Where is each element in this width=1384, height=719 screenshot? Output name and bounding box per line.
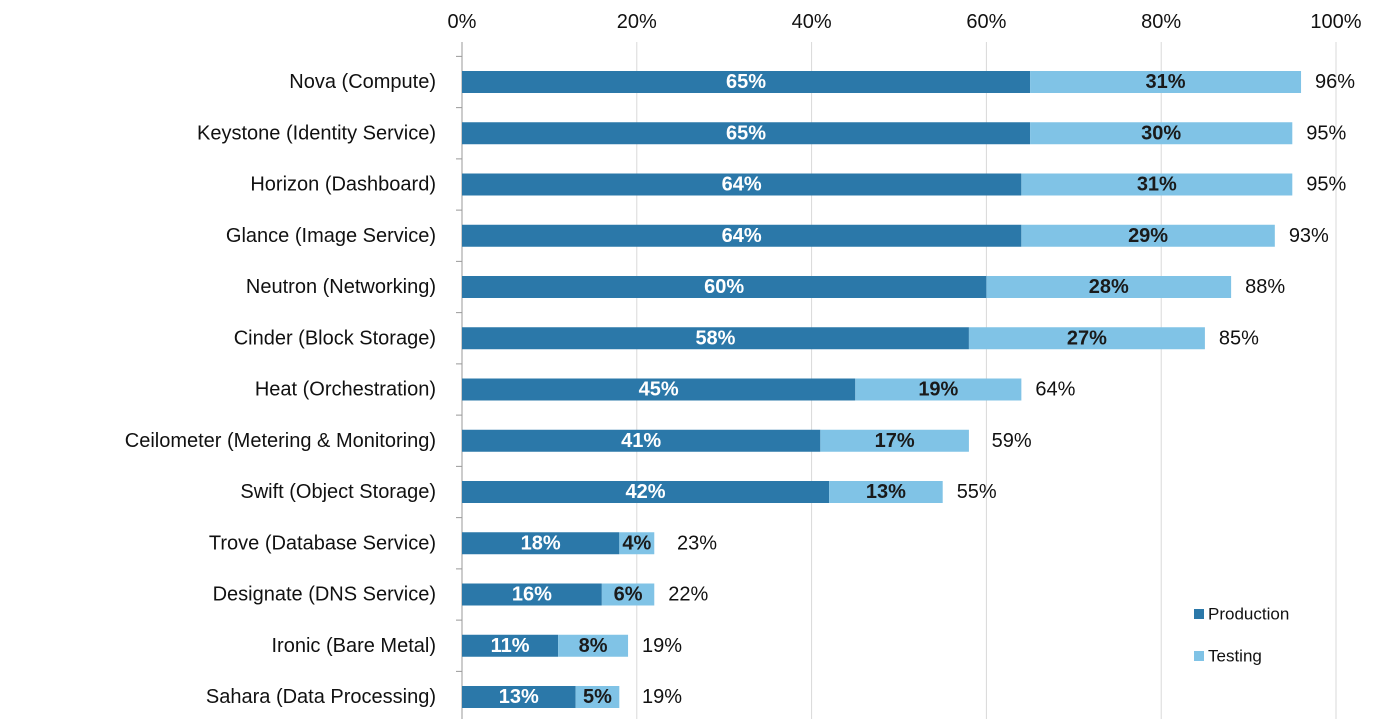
bar-segment	[462, 122, 1031, 145]
segment-label: 45%	[639, 379, 679, 401]
segment-label: 13%	[866, 481, 906, 503]
total-label: 85%	[1219, 327, 1259, 349]
total-label: 19%	[642, 686, 682, 708]
category-label: Keystone (Identity Service)	[197, 122, 436, 144]
bar-segment	[462, 327, 969, 350]
x-tick-label: 20%	[617, 11, 657, 33]
segment-label: 16%	[512, 584, 552, 606]
bar-segment	[1021, 173, 1293, 196]
legend-swatch	[1194, 651, 1204, 661]
segment-label: 13%	[499, 686, 539, 708]
segment-label: 5%	[583, 686, 612, 708]
legend-label: Production	[1208, 605, 1289, 624]
bar-segment	[820, 429, 969, 452]
bar-segment	[855, 378, 1022, 401]
x-tick-label: 40%	[792, 11, 832, 33]
total-label: 93%	[1289, 225, 1329, 247]
x-tick-label: 100%	[1310, 11, 1361, 33]
segment-label: 64%	[722, 174, 762, 196]
bar-segment	[575, 686, 620, 708]
segment-label: 31%	[1137, 174, 1177, 196]
segment-label: 65%	[726, 122, 766, 144]
segment-label: 31%	[1146, 71, 1186, 93]
segment-label: 18%	[521, 532, 561, 554]
segment-label: 65%	[726, 71, 766, 93]
category-label: Horizon (Dashboard)	[250, 174, 436, 196]
segment-label: 28%	[1089, 276, 1129, 298]
category-label: Neutron (Networking)	[246, 276, 436, 298]
bar-segment	[462, 378, 856, 401]
segment-label: 41%	[621, 430, 661, 452]
bar-segment	[462, 481, 830, 503]
segment-label: 8%	[579, 635, 608, 657]
category-label: Nova (Compute)	[289, 71, 436, 93]
bar-segment	[462, 173, 1022, 196]
segment-label: 58%	[695, 327, 735, 349]
bar-segment	[462, 583, 602, 606]
bar-segment	[558, 634, 629, 657]
legend-label: Testing	[1208, 647, 1262, 666]
bar-segment	[462, 276, 987, 298]
segment-label: 27%	[1067, 327, 1107, 349]
x-tick-label: 0%	[448, 11, 477, 33]
bar-segment	[462, 224, 1022, 247]
category-label: Designate (DNS Service)	[213, 584, 436, 606]
legend-swatch	[1194, 609, 1204, 619]
bar-segment	[829, 481, 943, 503]
segment-label: 30%	[1141, 122, 1181, 144]
category-label: Ironic (Bare Metal)	[272, 635, 437, 657]
segment-label: 42%	[626, 481, 666, 503]
segment-label: 29%	[1128, 225, 1168, 247]
bar-segment	[619, 532, 655, 555]
segment-label: 6%	[614, 584, 643, 606]
bar-segment	[986, 276, 1232, 298]
x-tick-label: 80%	[1141, 11, 1181, 33]
bar-segment	[462, 634, 559, 657]
total-label: 64%	[1035, 379, 1075, 401]
bar-segment	[462, 686, 576, 708]
bar-segment	[968, 327, 1205, 350]
segment-label: 4%	[622, 532, 651, 554]
segment-label: 64%	[722, 225, 762, 247]
category-label: Glance (Image Service)	[226, 225, 436, 247]
bar-segment	[462, 429, 821, 452]
total-label: 95%	[1306, 122, 1346, 144]
total-label: 55%	[957, 481, 997, 503]
bar-segment	[462, 532, 620, 555]
x-tick-label: 60%	[966, 11, 1006, 33]
category-label: Sahara (Data Processing)	[206, 686, 436, 708]
category-label: Ceilometer (Metering & Monitoring)	[125, 430, 436, 452]
segment-label: 17%	[875, 430, 915, 452]
segment-label: 19%	[918, 379, 958, 401]
total-label: 22%	[668, 584, 708, 606]
total-label: 96%	[1315, 71, 1355, 93]
category-label: Heat (Orchestration)	[255, 379, 436, 401]
bar-segment	[1021, 224, 1275, 247]
total-label: 59%	[992, 430, 1032, 452]
bar-segment	[601, 583, 655, 606]
bar-segment	[1030, 71, 1302, 93]
total-label: 88%	[1245, 276, 1285, 298]
category-label: Cinder (Block Storage)	[234, 327, 436, 349]
segment-label: 11%	[491, 635, 530, 657]
category-label: Trove (Database Service)	[209, 532, 436, 554]
bar-segment	[1030, 122, 1293, 145]
total-label: 23%	[677, 532, 717, 554]
total-label: 95%	[1306, 174, 1346, 196]
category-label: Swift (Object Storage)	[240, 481, 436, 503]
bar-segment	[462, 71, 1031, 93]
segment-label: 60%	[704, 276, 744, 298]
total-label: 19%	[642, 635, 682, 657]
